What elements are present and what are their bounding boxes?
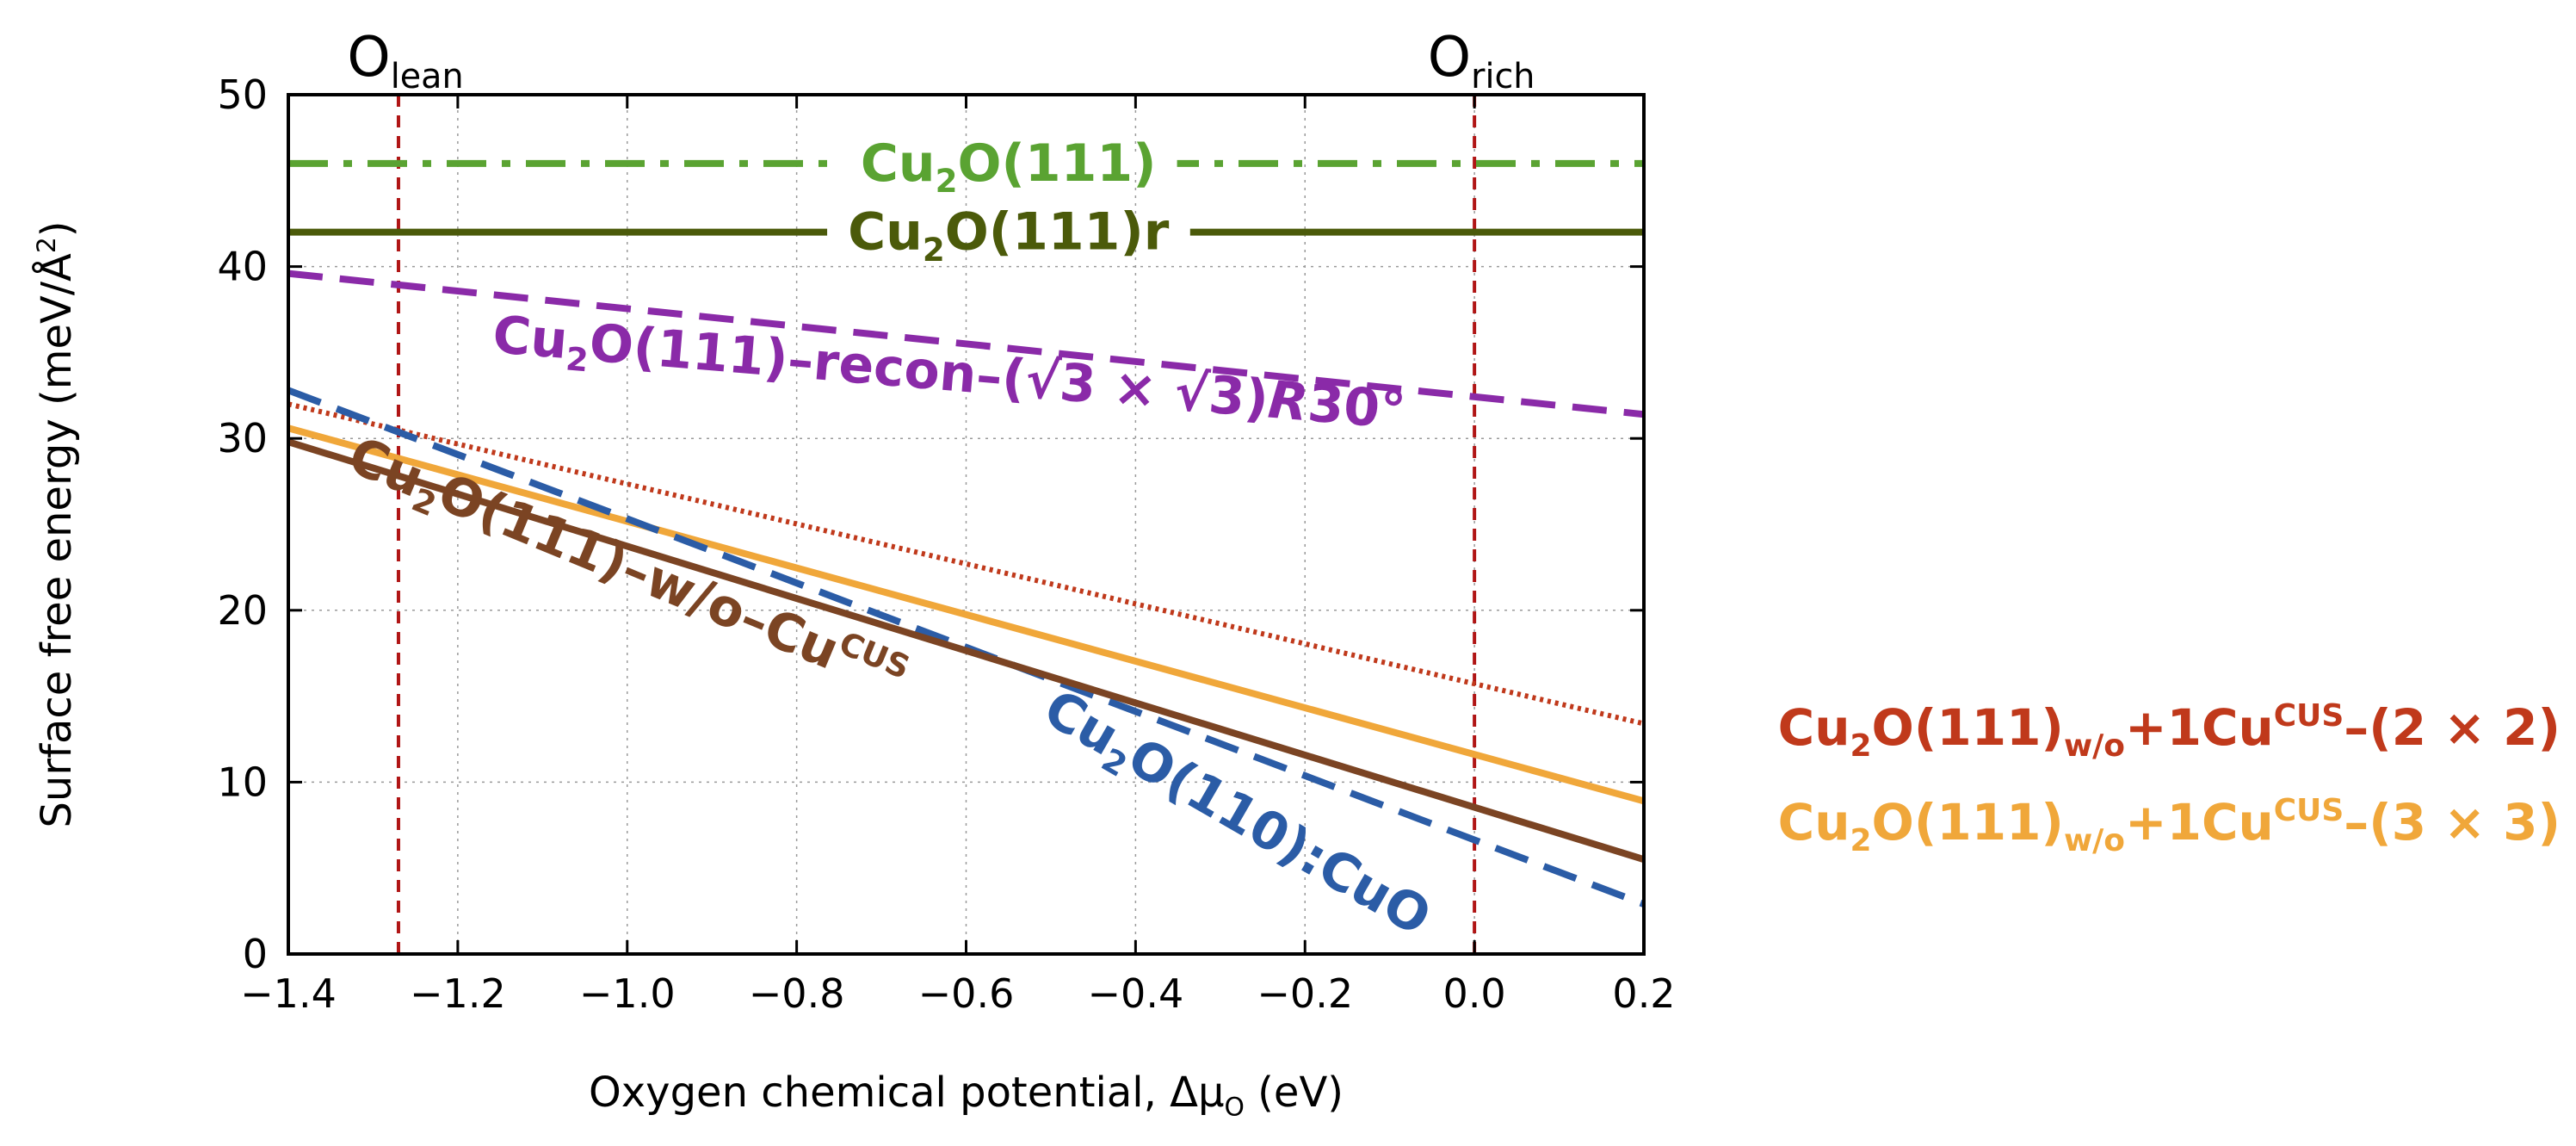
x-tick-label: −0.4 (1088, 970, 1184, 1017)
label-part: 2 (1850, 823, 1872, 858)
label-part: Cu (491, 305, 570, 371)
series-label: Cu2O(111) (861, 133, 1157, 200)
series-line (287, 269, 1645, 418)
x-tick-label: −0.2 (1257, 970, 1353, 1017)
series-label: Cu2O(110):CuO (1031, 678, 1441, 954)
x-tick-label: −0.8 (749, 970, 845, 1017)
grid (288, 95, 1644, 954)
label-part: 2 (1850, 728, 1872, 764)
legend: Cu2O(111)w/o+1CuCUS–(2 × 2)Cu2O(111)w/o+… (1778, 698, 2561, 858)
label-part: O(111)–recon–(√3 × √3) (587, 313, 1270, 430)
reference-label: Olean (347, 26, 463, 96)
label-part: O(111) (1872, 793, 2064, 852)
label-part: O(111)–w/o–Cu (429, 462, 847, 682)
y-tick-label: 10 (217, 759, 268, 805)
label-part: 2 (936, 162, 958, 200)
label-part: –(3 × 3) (2344, 793, 2561, 852)
y-axis-label: Surface free energy (meV/Å2) (32, 220, 81, 827)
series-label-group: Cu2O(111)r (827, 202, 1190, 269)
series-label: Cu2O(111)r (848, 202, 1170, 269)
tick-marks (287, 93, 1646, 956)
label-part: Cu (1778, 698, 1850, 757)
label-part: +1Cu (2125, 793, 2274, 852)
x-tick-label: −1.0 (579, 970, 676, 1017)
label-part: O(111) (957, 133, 1156, 194)
label-part: Cu (1778, 793, 1850, 852)
y-tick-label: 30 (217, 415, 268, 461)
top-labels: Olean Orich (347, 26, 1535, 96)
x-tick-label: 0.0 (1443, 970, 1506, 1017)
axis-labels: Oxygen chemical potential, ΔμO (eV) Surfa… (32, 220, 1344, 1122)
label-part: O(110):CuO (1118, 727, 1441, 948)
series-label-group: Cu2O(111) (839, 133, 1177, 200)
label-part: rich (1471, 57, 1535, 96)
y-axis-label-group: Surface free energy (meV/Å2) (32, 220, 81, 827)
label-part: lean (391, 57, 464, 96)
y-tick-label: 0 (243, 931, 268, 977)
label-part: O(111) (1872, 698, 2064, 757)
label-part: CUS (2274, 698, 2344, 734)
label-part: 2 (565, 339, 590, 379)
label-part: w/o (2064, 728, 2125, 764)
series-label-group: Cu2O(111)–w/o–CuCUS (337, 423, 915, 715)
y-tick-label: 50 (217, 71, 268, 118)
x-axis-label: Oxygen chemical potential, ΔμO (eV) (589, 1069, 1344, 1123)
label-part: CUS (2274, 793, 2344, 828)
label-part: ) (33, 220, 81, 237)
label-part: –(2 × 2) (2344, 698, 2561, 757)
label-part: O (1225, 1093, 1245, 1123)
label-part: O (1428, 26, 1471, 90)
series-label-group: Cu2O(111)–recon–(√3 × √3)R30° (490, 305, 1408, 448)
series-label-bg (827, 223, 1190, 241)
label-part: O (347, 26, 390, 90)
label-part: +1Cu (2125, 698, 2274, 757)
x-tick-label: −1.2 (410, 970, 506, 1017)
legend-entry: Cu2O(111)w/o+1CuCUS–(3 × 3) (1778, 793, 2561, 858)
label-part: (eV) (1245, 1069, 1344, 1117)
legend-entry: Cu2O(111)w/o+1CuCUS–(2 × 2) (1778, 698, 2561, 764)
y-tick-label: 40 (217, 244, 268, 290)
series-label: Cu2O(111)–recon–(√3 × √3)R30° (490, 305, 1407, 448)
series-label-group: Cu2O(110):CuO (1031, 678, 1441, 954)
tick-labels: −1.4 −1.2 −1.0 −0.8 −0.6 −0.4 −0.2 0.0 0.2 0 10 20 3… (217, 71, 1675, 1017)
y-tick-label: 20 (217, 587, 268, 634)
label-part: O(111)r (945, 202, 1170, 263)
reference-label: Orich (1428, 26, 1535, 96)
label-part: Cu (861, 133, 936, 194)
label-part: Cu (848, 202, 923, 263)
x-tick-label: 0.2 (1612, 970, 1675, 1017)
label-part: R (1266, 370, 1311, 434)
series-line (287, 438, 1646, 864)
x-tick-label: −1.4 (240, 970, 337, 1017)
label-part: Oxygen chemical potential, Δμ (589, 1069, 1225, 1117)
series-label-bg (839, 154, 1177, 172)
series-line (287, 424, 1646, 805)
label-part: 2 (923, 231, 945, 269)
label-part: 2 (32, 237, 62, 253)
series-label: Cu2O(111)–w/o–CuCUS (337, 423, 915, 715)
label-part: Surface free energy (meV/Å (32, 253, 81, 828)
label-part: w/o (2064, 823, 2125, 858)
x-tick-label: −0.6 (918, 970, 1015, 1017)
label-part: 30° (1306, 373, 1408, 441)
